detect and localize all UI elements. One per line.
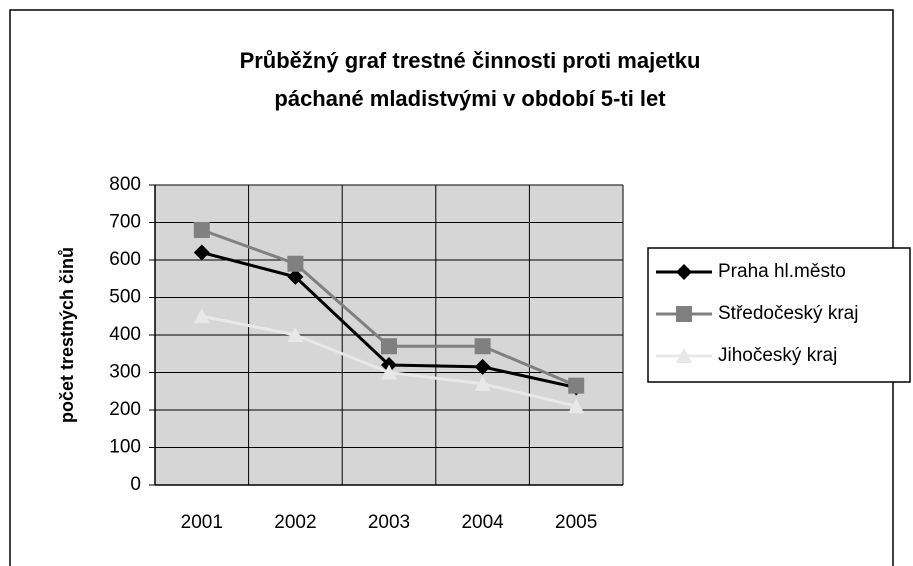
x-tick-label: 2002 xyxy=(274,512,316,533)
marker xyxy=(193,244,210,261)
x-tick-label: 2004 xyxy=(461,512,504,533)
marker xyxy=(287,268,304,285)
marker xyxy=(676,306,692,322)
y-axis-title: počet trestných činů xyxy=(57,247,77,423)
marker xyxy=(474,375,491,391)
marker xyxy=(568,377,585,394)
y-tick-label: 300 xyxy=(109,362,141,383)
y-tick-label: 100 xyxy=(109,437,141,458)
marker xyxy=(568,398,585,414)
marker xyxy=(287,255,304,272)
chart-title: Průběžný graf trestné činnosti proti maj… xyxy=(240,48,701,73)
y-tick-label: 500 xyxy=(109,287,141,308)
chart-title: páchané mladistvými v období 5-ti let xyxy=(274,86,666,111)
x-tick-label: 2001 xyxy=(181,512,223,533)
marker xyxy=(193,222,210,238)
marker xyxy=(676,264,692,280)
y-tick-label: 400 xyxy=(109,324,141,345)
marker xyxy=(287,327,304,342)
y-tick-label: 700 xyxy=(109,212,141,233)
y-tick-label: 600 xyxy=(109,249,141,270)
y-tick-label: 800 xyxy=(109,174,141,195)
legend xyxy=(647,247,911,383)
y-tick-label: 200 xyxy=(109,399,141,420)
marker xyxy=(193,308,210,324)
marker xyxy=(474,358,491,375)
legend-label: Středočeský kraj xyxy=(718,303,858,324)
x-tick-label: 2005 xyxy=(555,512,597,533)
marker xyxy=(381,364,397,380)
marker xyxy=(474,338,491,355)
legend-label: Jihočeský kraj xyxy=(718,345,837,366)
marker xyxy=(676,348,692,363)
legend-label: Praha hl.město xyxy=(718,261,846,282)
x-tick-label: 2003 xyxy=(368,512,410,533)
y-tick-label: 0 xyxy=(130,474,141,495)
marker xyxy=(381,338,397,355)
